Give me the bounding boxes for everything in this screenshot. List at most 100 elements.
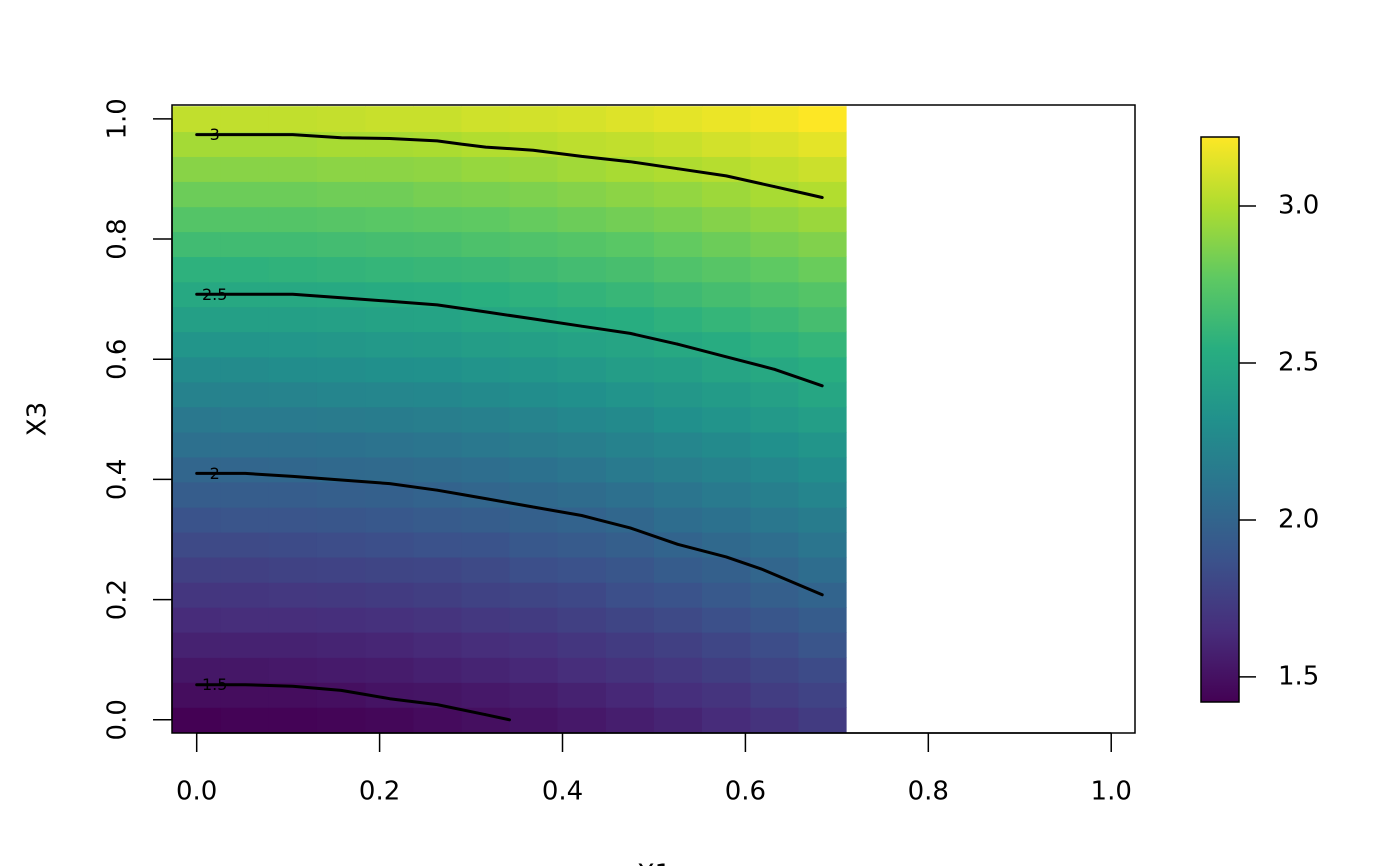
heat-cell xyxy=(220,406,270,433)
heat-cell xyxy=(461,431,511,458)
heat-cell xyxy=(509,531,559,558)
heat-cell xyxy=(509,556,559,583)
heat-cell xyxy=(461,356,511,383)
heat-cell xyxy=(750,707,800,733)
heat-cell xyxy=(653,231,703,258)
colorbar: 1.5 2.0 2.5 3.0 xyxy=(1200,136,1319,703)
heat-cell xyxy=(268,632,318,658)
heat-cell xyxy=(461,531,511,558)
contour-label: 3 xyxy=(210,125,220,144)
heat-cell xyxy=(750,281,800,308)
heat-cell xyxy=(750,556,800,583)
heat-cell xyxy=(316,481,367,508)
heat-cell xyxy=(605,356,655,383)
heat-cell xyxy=(172,231,222,258)
heat-cell xyxy=(701,181,752,208)
heat-cell xyxy=(509,281,559,308)
heat-cell xyxy=(701,206,752,233)
heat-cell xyxy=(172,331,222,358)
heat-cell xyxy=(172,481,222,508)
heat-cell xyxy=(365,106,415,133)
heat-cell xyxy=(605,481,655,508)
heat-cell xyxy=(365,331,415,358)
heat-cell xyxy=(172,707,222,733)
heat-cell xyxy=(461,657,511,683)
heat-cell xyxy=(413,106,463,133)
heat-cell xyxy=(798,657,847,683)
heat-cell xyxy=(316,281,367,308)
heat-cell xyxy=(557,456,607,483)
heat-cell xyxy=(461,156,511,182)
heat-cell xyxy=(605,431,655,458)
heat-cell xyxy=(316,507,367,533)
colorbar-tick-label: 2.5 xyxy=(1278,348,1319,378)
heat-cell xyxy=(750,106,800,133)
heat-cell xyxy=(413,657,463,683)
heat-cell xyxy=(268,607,318,633)
heat-cell xyxy=(653,607,703,633)
heat-cell xyxy=(653,507,703,533)
heat-cell xyxy=(220,306,270,333)
heat-cell xyxy=(653,481,703,508)
heat-cell xyxy=(798,306,847,333)
heat-cell xyxy=(268,306,318,333)
heat-cell xyxy=(365,531,415,558)
heat-cell xyxy=(798,431,847,458)
x-tick-label: 0.0 xyxy=(176,777,217,807)
heat-cell xyxy=(172,556,222,583)
heat-cell xyxy=(316,431,367,458)
heat-cell xyxy=(798,256,847,283)
heat-cell xyxy=(798,481,847,508)
heat-cell xyxy=(413,556,463,583)
heat-cell xyxy=(268,231,318,258)
heat-cell xyxy=(605,231,655,258)
heat-cell xyxy=(413,507,463,533)
heat-cell xyxy=(268,256,318,283)
heat-cell xyxy=(509,582,559,608)
heat-cell xyxy=(605,306,655,333)
y-tick-label: 0.8 xyxy=(103,218,133,259)
heat-cell xyxy=(509,356,559,383)
heat-cell xyxy=(220,206,270,233)
heat-cell xyxy=(701,682,752,708)
heat-cell xyxy=(461,181,511,208)
heat-cell xyxy=(653,356,703,383)
heat-cell xyxy=(557,231,607,258)
heat-cell xyxy=(557,607,607,633)
heat-cell xyxy=(750,331,800,358)
heat-cell xyxy=(172,531,222,558)
heat-cell xyxy=(268,507,318,533)
heat-cell xyxy=(509,406,559,433)
heat-cell xyxy=(750,381,800,408)
heat-cell xyxy=(798,682,847,708)
heat-cell xyxy=(365,381,415,408)
x-tick-label: 0.4 xyxy=(542,777,583,807)
heat-cell xyxy=(750,582,800,608)
heat-cell xyxy=(461,256,511,283)
heat-cell xyxy=(605,632,655,658)
heat-cell xyxy=(798,356,847,383)
heat-cell xyxy=(557,531,607,558)
heat-cell xyxy=(653,682,703,708)
heat-cell xyxy=(413,456,463,483)
colorbar-tick-label: 1.5 xyxy=(1278,661,1319,691)
heat-cell xyxy=(413,206,463,233)
heat-cell xyxy=(365,231,415,258)
heat-cell xyxy=(172,507,222,533)
heat-cell xyxy=(605,181,655,208)
heat-cell xyxy=(798,456,847,483)
heat-cell xyxy=(413,607,463,633)
heat-cell xyxy=(653,381,703,408)
heat-cell xyxy=(557,406,607,433)
heat-cell xyxy=(653,707,703,733)
heat-cell xyxy=(605,456,655,483)
x-axis-label: X1 xyxy=(637,860,671,866)
heat-cell xyxy=(220,657,270,683)
heat-cell xyxy=(413,156,463,182)
heat-cell xyxy=(172,181,222,208)
heat-cell xyxy=(365,131,415,157)
heat-cell xyxy=(653,582,703,608)
heat-cell xyxy=(413,406,463,433)
heat-cell xyxy=(413,306,463,333)
heat-cell xyxy=(509,256,559,283)
